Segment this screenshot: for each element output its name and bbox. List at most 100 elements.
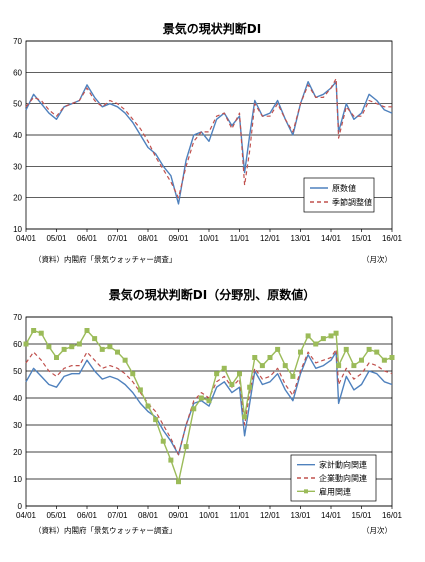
series-point bbox=[153, 417, 159, 423]
series-point bbox=[381, 357, 387, 363]
series-line bbox=[25, 80, 393, 205]
series-line bbox=[25, 77, 392, 199]
x-tick-label: 07/01 bbox=[107, 234, 128, 243]
x-tick-label: 15/01 bbox=[351, 234, 372, 243]
x-tick-label: 08/01 bbox=[138, 511, 159, 520]
series-point bbox=[76, 341, 82, 347]
series-point bbox=[137, 387, 143, 393]
series-point bbox=[242, 414, 248, 420]
series-point bbox=[84, 328, 90, 333]
series-point bbox=[275, 346, 281, 352]
series-point bbox=[298, 349, 303, 355]
y-tick-label: 10 bbox=[13, 225, 22, 234]
series-point bbox=[99, 346, 105, 352]
y-tick-label: 40 bbox=[13, 394, 22, 403]
source-note: （資料）内閣府「景気ウォッチャー調査」 bbox=[34, 254, 176, 264]
y-tick-label: 30 bbox=[13, 421, 22, 430]
series-point bbox=[23, 341, 29, 347]
x-tick-label: 12/01 bbox=[260, 234, 281, 243]
series-point bbox=[191, 406, 197, 412]
series-line bbox=[25, 348, 393, 456]
x-tick-label: 06/01 bbox=[77, 234, 98, 243]
y-tick-label: 20 bbox=[13, 194, 22, 203]
series-point bbox=[107, 344, 113, 350]
x-tick-label: 14/01 bbox=[321, 234, 342, 243]
series-point bbox=[183, 444, 189, 450]
legend-box bbox=[303, 177, 375, 213]
legend-label: 季節調整値 bbox=[332, 197, 372, 207]
series-point bbox=[320, 336, 326, 342]
x-tick-label: 06/01 bbox=[77, 511, 98, 520]
series-point bbox=[328, 333, 334, 339]
series-point bbox=[38, 330, 44, 336]
series-point bbox=[221, 365, 227, 371]
x-tick-label: 04/01 bbox=[16, 511, 37, 520]
x-tick-label: 05/01 bbox=[46, 511, 67, 520]
series-point bbox=[237, 371, 242, 377]
series-point bbox=[176, 479, 181, 485]
y-tick-label: 50 bbox=[13, 367, 22, 376]
series-point bbox=[168, 457, 174, 463]
y-tick-label: 70 bbox=[13, 313, 22, 322]
y-tick-label: 50 bbox=[13, 100, 22, 109]
series-point bbox=[229, 382, 235, 387]
series-point bbox=[252, 355, 258, 360]
series-point bbox=[313, 341, 319, 347]
x-tick-label: 13/01 bbox=[290, 511, 311, 520]
series-point bbox=[61, 346, 67, 352]
series-point bbox=[359, 357, 364, 363]
chart-sector-di: 景気の現状判断DI（分野別、原数値） 0 10 20 30 40 50 60 70 04/01 0… bbox=[13, 287, 402, 535]
series-point bbox=[343, 346, 349, 352]
series-point bbox=[160, 438, 166, 444]
x-tick-label: 10/01 bbox=[199, 511, 220, 520]
y-tick-label: 60 bbox=[13, 68, 22, 77]
series-point bbox=[366, 346, 372, 352]
legend-label: 家計動向関連 bbox=[319, 460, 367, 470]
x-tick-label: 14/01 bbox=[321, 511, 342, 520]
unit-label: （月次） bbox=[362, 254, 392, 264]
legend-marker bbox=[304, 489, 308, 494]
x-tick-label: 12/01 bbox=[260, 511, 281, 520]
x-tick-label: 10/01 bbox=[199, 234, 220, 243]
series-point bbox=[351, 363, 357, 369]
series-point bbox=[115, 349, 120, 355]
series-point bbox=[46, 344, 52, 350]
series-point bbox=[130, 371, 136, 377]
y-tick-label: 60 bbox=[13, 340, 22, 349]
series-point bbox=[92, 336, 98, 342]
series-point bbox=[336, 363, 342, 369]
x-tick-label: 08/01 bbox=[138, 234, 159, 243]
series-point bbox=[122, 357, 128, 363]
x-tick-label: 15/01 bbox=[351, 511, 372, 520]
chart-title: 景気の現状判断DI bbox=[163, 21, 261, 36]
legend-label: 原数値 bbox=[332, 183, 356, 193]
legend-label: 雇用関連 bbox=[319, 486, 351, 496]
x-tick-label: 16/01 bbox=[382, 234, 403, 243]
series-point bbox=[282, 363, 288, 369]
series-point bbox=[145, 403, 151, 409]
x-tick-label: 07/01 bbox=[107, 511, 128, 520]
x-tick-label: 09/01 bbox=[168, 511, 189, 520]
y-tick-label: 20 bbox=[13, 448, 22, 457]
y-tick-label: 70 bbox=[13, 37, 22, 46]
series-point bbox=[69, 344, 75, 350]
y-tick-label: 10 bbox=[13, 475, 22, 484]
y-tick-label: 40 bbox=[13, 131, 22, 140]
chart-title: 景気の現状判断DI（分野別、原数値） bbox=[109, 287, 315, 302]
unit-label: （月次） bbox=[362, 525, 392, 535]
series-point bbox=[198, 395, 204, 401]
x-tick-label: 09/01 bbox=[168, 234, 189, 243]
series-point bbox=[259, 363, 265, 369]
x-tick-label: 11/01 bbox=[230, 511, 250, 520]
series-point bbox=[305, 333, 311, 339]
series-point bbox=[54, 355, 59, 360]
x-tick-label: 04/01 bbox=[16, 234, 37, 243]
y-tick-label: 30 bbox=[13, 162, 22, 171]
legend-label: 企業動向関連 bbox=[319, 473, 367, 483]
y-tick-label: 0 bbox=[18, 502, 23, 511]
x-tick-label: 13/01 bbox=[290, 234, 311, 243]
x-tick-label: 11/01 bbox=[230, 234, 250, 243]
series-point bbox=[247, 384, 253, 390]
series-point bbox=[267, 355, 273, 360]
